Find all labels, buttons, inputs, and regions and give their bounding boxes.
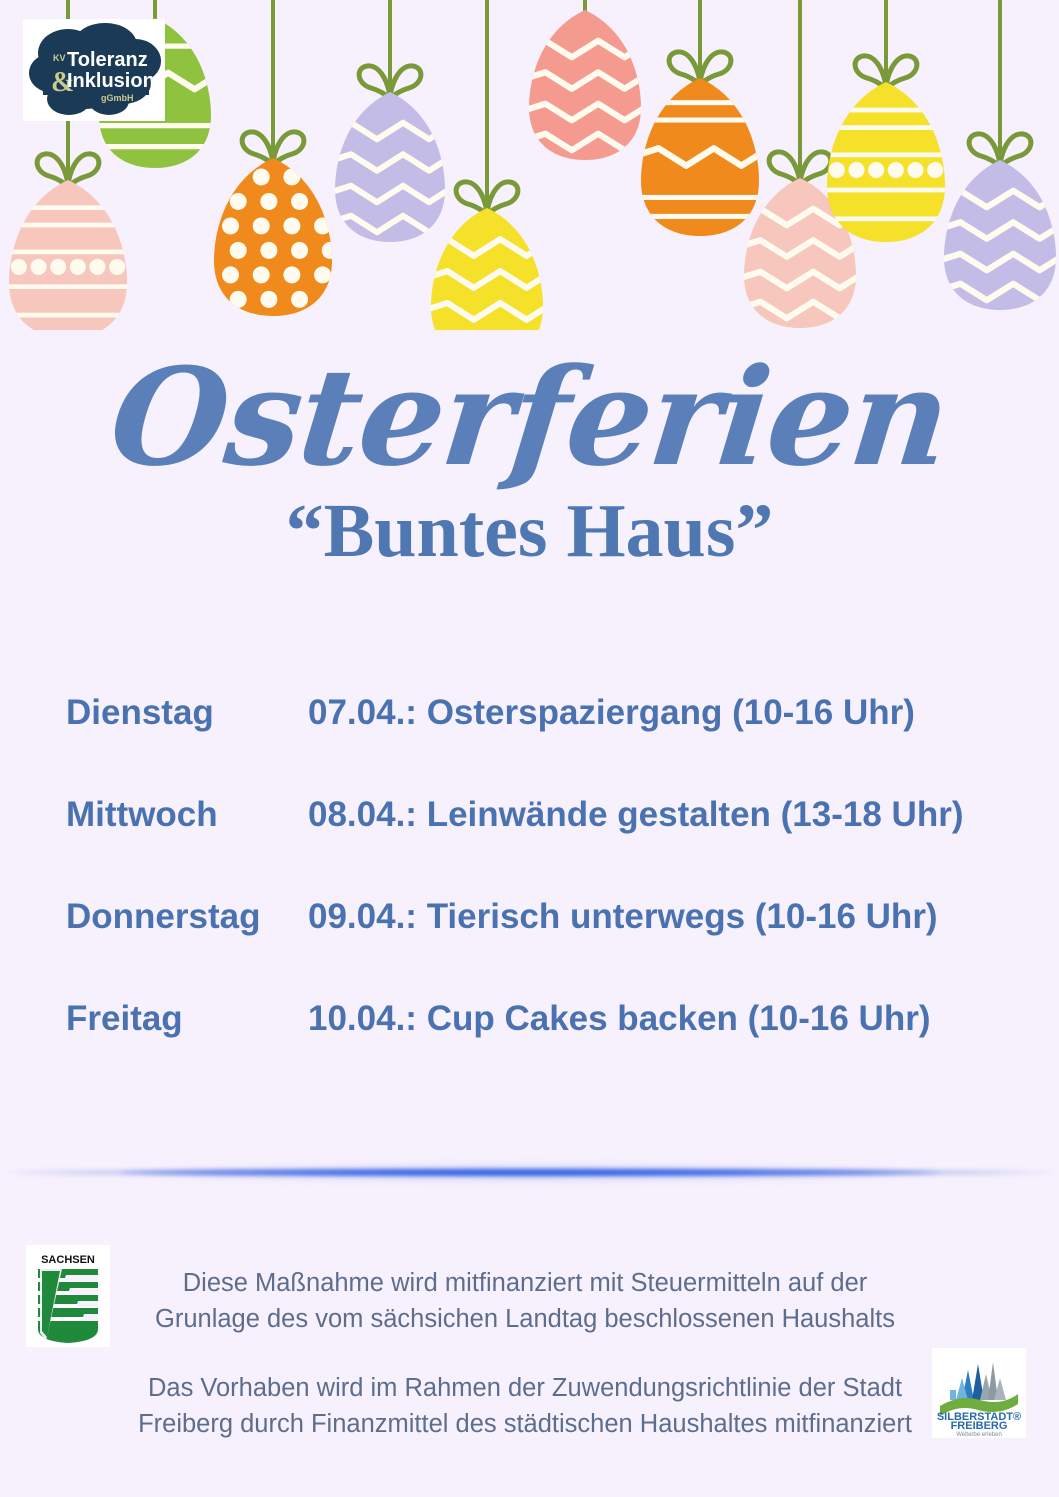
- sachsen-coat-of-arms: SACHSEN: [26, 1245, 110, 1347]
- kv-toleranz-inklusion-logo: KV Toleranz & Inklusion gGmbH: [23, 19, 165, 121]
- egg-shape: [431, 208, 543, 330]
- freiberg-line2: FREIBERG: [951, 1420, 1008, 1432]
- egg-hanging-string: [698, 0, 702, 74]
- schedule-entry: 07.04.: Osterspaziergang (10-16 Uhr): [308, 693, 915, 732]
- egg-hanging-string: [388, 0, 392, 88]
- egg-shape: [744, 178, 856, 328]
- funding-paragraph-freiberg: Das Vorhaben wird im Rahmen der Zuwendun…: [138, 1374, 912, 1439]
- egg-hanging-string: [485, 0, 489, 204]
- page-subtitle: “Buntes Haus”: [285, 489, 774, 574]
- egg-hanging-string: [998, 0, 1002, 156]
- egg-shape: [641, 78, 759, 236]
- poster-title-block: Osterferien “Buntes Haus”: [0, 338, 1059, 574]
- kv-logo-ampersand: &: [51, 67, 74, 98]
- egg-shape: [529, 10, 641, 160]
- footer-section: SACHSEN Diese Maßnah: [0, 1240, 1059, 1490]
- egg-hanging-string: [271, 0, 275, 154]
- schedule-row: Mittwoch 08.04.: Leinwände gestalten (13-…: [66, 795, 1026, 897]
- schedule-entry: 10.04.: Cup Cakes backen (10-16 Uhr): [308, 999, 931, 1038]
- kv-logo-ggmbh: gGmbH: [101, 93, 134, 103]
- glow-divider: [0, 1160, 1059, 1186]
- schedule-row: Donnerstag 09.04.: Tierisch unterwegs (10…: [66, 897, 1026, 999]
- schedule-day: Dienstag: [66, 693, 214, 732]
- egg-shape: [335, 92, 445, 242]
- freiberg-line1: SILBERSTADT®: [937, 1411, 1021, 1423]
- page-title: Osterferien: [103, 338, 956, 496]
- kv-logo-kv: KV: [53, 53, 66, 63]
- kv-logo-toleranz: Toleranz: [67, 49, 148, 71]
- freiberg-tagline: Welterbe erleben: [956, 1432, 1002, 1438]
- silberstadt-freiberg-logo: SILBERSTADT® FREIBERG Welterbe erleben: [932, 1348, 1026, 1438]
- schedule-day: Freitag: [66, 999, 183, 1038]
- schedule-row: Freitag 10.04.: Cup Cakes backen (10-16 U…: [66, 999, 1026, 1101]
- schedule-day: Donnerstag: [66, 897, 261, 936]
- kv-logo-inklusion: Inklusion: [67, 70, 155, 92]
- funding-notice: Diese Maßnahme wird mitfinanziert mit St…: [130, 1266, 920, 1443]
- egg-shape: [214, 158, 332, 316]
- egg-shape: [827, 82, 945, 242]
- sachsen-label: SACHSEN: [41, 1254, 95, 1266]
- egg-hanging-string: [884, 0, 888, 78]
- easter-egg-garland: [0, 0, 1059, 330]
- divider-glow-core: [120, 1169, 940, 1176]
- schedule-entry: 08.04.: Leinwände gestalten (13-18 Uhr): [308, 795, 964, 834]
- egg-shape: [9, 180, 127, 330]
- schedule-entry: 09.04.: Tierisch unterwegs (10-16 Uhr): [308, 897, 938, 936]
- egg-hanging-string: [153, 0, 157, 34]
- schedule-list: Dienstag 07.04.: Osterspaziergang (10-16 …: [66, 693, 1026, 1101]
- schedule-row: Dienstag 07.04.: Osterspaziergang (10-16 …: [66, 693, 1026, 795]
- egg-hanging-string: [798, 0, 802, 174]
- funding-paragraph-sachsen: Diese Maßnahme wird mitfinanziert mit St…: [155, 1269, 895, 1333]
- egg-shape: [944, 160, 1056, 310]
- schedule-day: Mittwoch: [66, 795, 218, 834]
